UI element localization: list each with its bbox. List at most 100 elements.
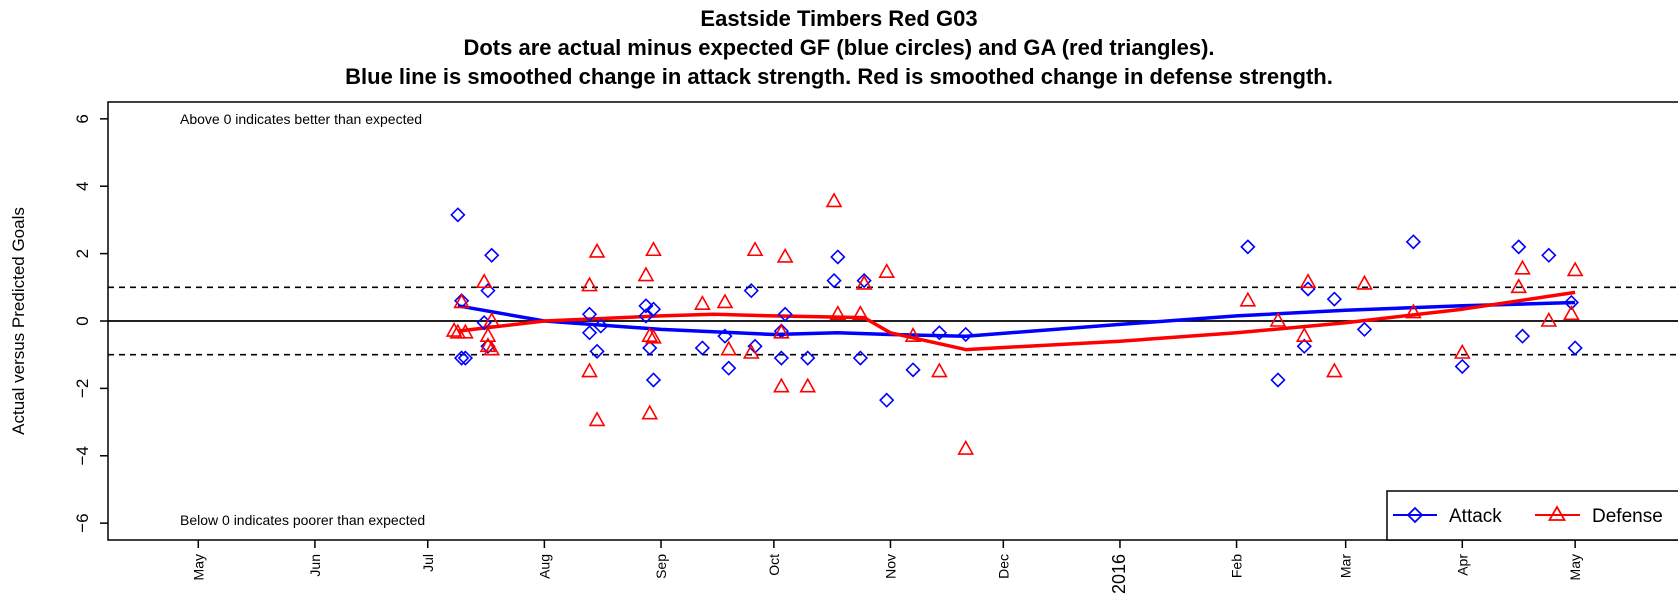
y-axis-label: Actual versus Predicted Goals xyxy=(9,207,28,435)
attack-point xyxy=(1541,247,1557,263)
defense-point xyxy=(483,311,501,327)
defense-point xyxy=(637,266,655,282)
x-tick-label: Oct xyxy=(766,554,782,576)
legend-defense-label: Defense xyxy=(1592,506,1663,527)
defense-point xyxy=(852,305,869,321)
defense-point xyxy=(855,274,873,290)
defense-point xyxy=(645,241,662,257)
attack-point xyxy=(1514,328,1531,344)
attack-point xyxy=(830,249,846,265)
defense-point xyxy=(825,192,843,208)
attack-point xyxy=(1270,372,1286,388)
attack-point xyxy=(777,306,793,322)
y-tick-label: 4 xyxy=(73,181,92,190)
defense-point xyxy=(1239,291,1257,307)
defense-point xyxy=(1540,311,1558,327)
x-tick-label: Feb xyxy=(1229,554,1245,578)
defense-point xyxy=(694,295,711,310)
defense-point xyxy=(1326,362,1343,378)
attack-point xyxy=(1240,239,1256,255)
attack-point xyxy=(1405,234,1422,250)
attack-point xyxy=(450,207,466,223)
defense-point xyxy=(1514,259,1531,275)
defense-point xyxy=(904,327,922,342)
reference-lines xyxy=(108,286,1678,356)
y-tick-label: 2 xyxy=(73,249,92,258)
attack-point xyxy=(717,328,733,344)
defense-point xyxy=(720,340,738,356)
chart-title: Eastside Timbers Red G03 xyxy=(700,6,977,31)
defense-point xyxy=(645,328,662,344)
attack-point xyxy=(826,272,842,289)
defense-point xyxy=(445,321,463,337)
legend-attack-marker xyxy=(1406,506,1424,524)
defense-point xyxy=(878,263,896,278)
y-tick-label: −4 xyxy=(73,446,92,465)
defense-point xyxy=(829,305,847,321)
defense-point xyxy=(581,276,598,292)
attack-point xyxy=(1511,239,1527,255)
x-tick-label: Mar xyxy=(1338,554,1354,578)
x-tick-label: Jul xyxy=(420,554,436,572)
defense-point xyxy=(799,377,817,393)
defense-point xyxy=(773,377,790,393)
defense-point xyxy=(479,337,497,353)
defense-point xyxy=(746,241,764,257)
chart-subtitle-line-1: Dots are actual minus expected GF (blue … xyxy=(463,35,1214,60)
defense-point xyxy=(581,362,598,378)
y-tick-label: 0 xyxy=(73,316,92,325)
attack-point xyxy=(645,301,662,317)
defense-point xyxy=(931,362,948,378)
defense-point xyxy=(1566,261,1584,277)
defense-point xyxy=(1356,274,1373,290)
y-axis: −6 −4 −2 0 2 4 6 xyxy=(73,114,108,533)
attack-point xyxy=(1567,340,1583,356)
x-axis: May Jun Jul Aug Sep Oct Nov Dec 2016 Feb Mar Apr May xyxy=(190,540,1583,594)
defense-point xyxy=(1453,343,1471,359)
attack-point xyxy=(743,283,759,299)
defense-point xyxy=(457,323,474,339)
legend-defense-marker xyxy=(1547,505,1567,521)
x-tick-label: 2016 xyxy=(1109,554,1129,594)
defense-point xyxy=(1563,305,1580,321)
attack-point xyxy=(1326,291,1343,307)
attack-point xyxy=(931,325,948,341)
attack-smoothed-line xyxy=(457,300,1576,338)
legend-attack-label: Attack xyxy=(1449,506,1502,527)
defense-point xyxy=(1269,311,1287,327)
attack-point xyxy=(453,350,470,366)
attack-point xyxy=(879,392,895,408)
attack-point xyxy=(581,306,598,322)
attack-point xyxy=(773,350,790,366)
defense-point xyxy=(641,327,659,342)
y-tick-label: 6 xyxy=(73,114,92,123)
x-tick-label: Dec xyxy=(995,554,1011,579)
attack-point xyxy=(694,340,711,356)
defense-point xyxy=(776,247,794,263)
defense-point xyxy=(479,327,497,342)
x-tick-label: Sep xyxy=(653,554,669,579)
attack-point xyxy=(581,325,598,341)
chart-subtitle-line-2: Blue line is smoothed change in attack s… xyxy=(345,64,1333,89)
attack-point xyxy=(645,372,662,388)
attack-point xyxy=(642,340,658,356)
attack-point xyxy=(1454,358,1470,375)
y-tick-label: −6 xyxy=(73,513,92,532)
defense-point xyxy=(957,439,975,455)
defense-point xyxy=(641,404,659,420)
smoothed-lines xyxy=(457,290,1576,352)
x-tick-label: Nov xyxy=(882,554,898,579)
attack-point xyxy=(1356,321,1373,338)
defense-point xyxy=(716,293,734,309)
attack-point xyxy=(905,362,921,378)
attack-point xyxy=(1296,338,1312,354)
x-tick-label: Jun xyxy=(307,554,323,577)
x-tick-label: Apr xyxy=(1454,554,1470,576)
defense-point xyxy=(588,242,606,258)
defense-point xyxy=(588,411,606,427)
attack-point xyxy=(721,360,737,376)
defense-point xyxy=(773,323,790,339)
legend: Attack Defense xyxy=(1386,490,1678,541)
defense-point xyxy=(1510,278,1528,294)
defense-point xyxy=(453,293,470,309)
